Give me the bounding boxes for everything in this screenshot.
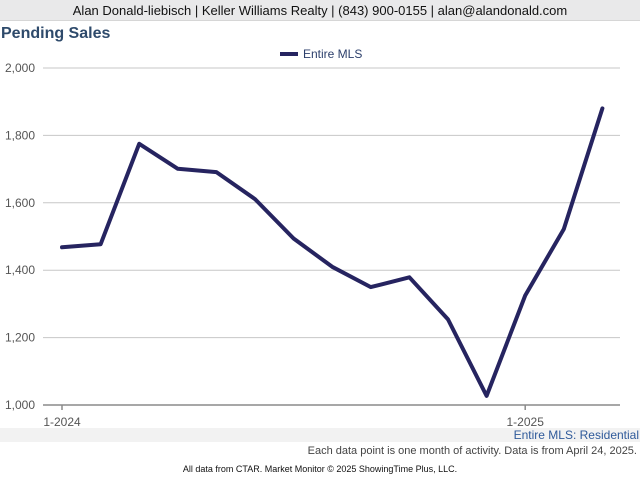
grid-lines: [43, 67, 620, 339]
series-line-entire-mls: [60, 106, 605, 398]
y-axis-ticks: 1,000 1,200 1,400 1,600 1,800 2,000: [5, 61, 35, 412]
y-tick-label: 1,600: [5, 196, 35, 210]
data-source: All data from CTAR. Market Monitor © 202…: [182, 464, 458, 474]
legend-label: Entire MLS: [303, 47, 363, 61]
y-tick-label: 1,200: [5, 331, 35, 345]
legend-swatch: [280, 52, 298, 56]
y-tick-label: 1,400: [5, 263, 35, 277]
chart-title: Pending Sales: [1, 25, 111, 42]
agent-contact-bar: Alan Donald-liebisch | Keller Williams R…: [0, 0, 640, 21]
y-tick-label: 2,000: [5, 61, 35, 75]
series-lines: [60, 106, 605, 398]
footer-band: [0, 428, 640, 442]
x-axis-ticks: 1-2024 1-2025: [43, 405, 544, 428]
series-caption: Entire MLS: Residential: [513, 428, 639, 442]
data-note: Each data point is one month of activity…: [307, 445, 637, 457]
agent-contact-text: Alan Donald-liebisch | Keller Williams R…: [72, 3, 568, 18]
x-tick-label: 1-2025: [507, 415, 545, 428]
x-tick-label: 1-2024: [43, 415, 81, 428]
chart-legend: Entire MLS: [280, 46, 362, 62]
y-tick-label: 1,000: [5, 398, 35, 412]
y-tick-label: 1,800: [5, 128, 35, 142]
